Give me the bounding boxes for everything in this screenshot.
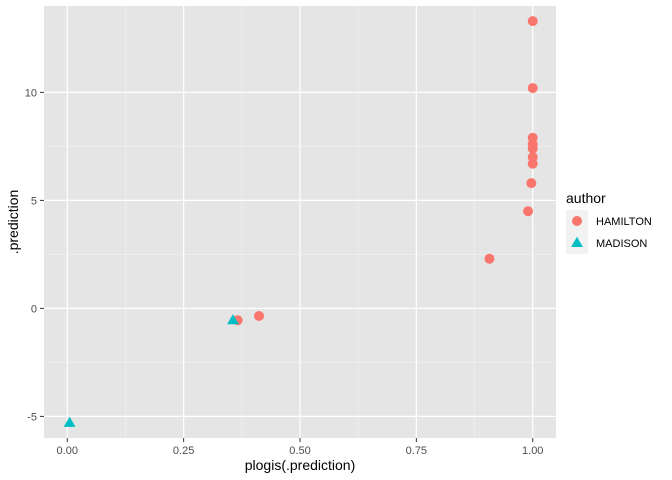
- x-tick-label: 0.50: [289, 445, 310, 457]
- y-tick-label: 0: [31, 303, 37, 315]
- x-tick-label: 0.00: [57, 445, 78, 457]
- data-point-hamilton: [254, 310, 265, 321]
- data-point-hamilton: [484, 253, 495, 264]
- major-gridlines: [44, 6, 556, 438]
- y-tick-label: 5: [31, 195, 37, 207]
- x-axis-title: plogis(.prediction): [245, 457, 356, 473]
- y-tick-label: -5: [27, 411, 37, 423]
- data-point-hamilton: [526, 178, 537, 189]
- data-points: [63, 16, 538, 427]
- legend-key-hamilton: [572, 216, 582, 226]
- y-tick-label: 10: [25, 87, 37, 99]
- data-point-hamilton: [523, 206, 534, 217]
- data-point-hamilton: [527, 16, 538, 27]
- x-tick-label: 1.00: [522, 445, 543, 457]
- legend-title: author: [566, 190, 606, 206]
- data-point-hamilton: [527, 143, 538, 154]
- legend-label-madison: MADISON: [596, 238, 647, 250]
- data-point-hamilton: [527, 158, 538, 169]
- x-tick-label: 0.25: [173, 445, 194, 457]
- legend-key-madison: [571, 236, 583, 248]
- y-axis: -5 0 5 10: [25, 87, 44, 423]
- data-point-madison: [227, 314, 239, 325]
- legend: author HAMILTON MADISON: [566, 190, 652, 254]
- x-tick-label: 0.75: [406, 445, 427, 457]
- data-point-madison: [63, 416, 76, 427]
- legend-label-hamilton: HAMILTON: [596, 216, 652, 228]
- x-axis: 0.00 0.25 0.50 0.75 1.00: [57, 438, 543, 457]
- data-point-hamilton: [527, 83, 538, 94]
- y-axis-title: .prediction: [5, 190, 21, 255]
